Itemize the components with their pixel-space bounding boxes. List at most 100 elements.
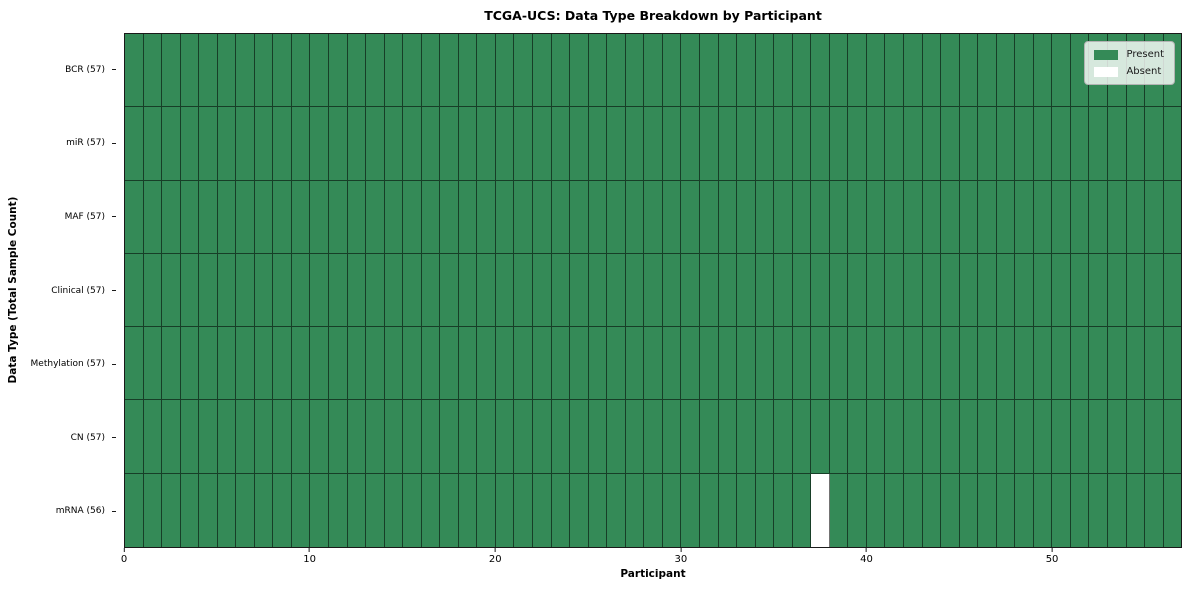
- heatmap-cell: [477, 180, 496, 254]
- heatmap-cell: [421, 107, 441, 181]
- heatmap-cell: [162, 327, 181, 401]
- heatmap-cell: [291, 400, 311, 474]
- heatmap-cell: [811, 34, 830, 108]
- heatmap-cell: [1089, 107, 1108, 181]
- heatmap-cell: [236, 400, 255, 474]
- heatmap-cell: [273, 34, 292, 108]
- heatmap-cell: [366, 107, 385, 181]
- heatmap-cell: [366, 180, 385, 254]
- heatmap-cell: [440, 34, 459, 108]
- heatmap-cell: [458, 180, 478, 254]
- heatmap-cell: [180, 327, 200, 401]
- heatmap-cell: [533, 253, 552, 328]
- heatmap-cell: [1089, 253, 1108, 328]
- heatmap-cell: [236, 253, 255, 328]
- heatmap-cell: [1107, 327, 1127, 401]
- heatmap-cell: [125, 400, 144, 474]
- heatmap-cell: [533, 473, 552, 547]
- heatmap-cell: [681, 473, 700, 547]
- heatmap-cell: [403, 34, 422, 108]
- heatmap-cell: [996, 34, 1016, 108]
- heatmap-cell: [533, 34, 552, 108]
- heatmap-cell: [495, 473, 515, 547]
- heatmap-cell: [1070, 400, 1090, 474]
- heatmap-cell: [978, 34, 997, 108]
- heatmap-cell: [829, 34, 849, 108]
- heatmap-cell: [329, 107, 348, 181]
- heatmap-cell: [588, 180, 608, 254]
- heatmap-cell: [125, 180, 144, 254]
- heatmap-cell: [755, 327, 775, 401]
- heatmap-cell: [533, 400, 552, 474]
- heatmap-cell: [737, 180, 756, 254]
- x-tick: 40: [860, 548, 873, 565]
- heatmap-cell: [1126, 107, 1146, 181]
- heatmap-cell: [607, 107, 626, 181]
- heatmap-cell: [421, 473, 441, 547]
- heatmap-cell: [885, 180, 904, 254]
- heatmap-row: [125, 400, 1182, 474]
- heatmap-cell: [866, 107, 886, 181]
- heatmap-cell: [533, 107, 552, 181]
- heatmap-cell: [978, 473, 997, 547]
- heatmap-cell: [570, 34, 589, 108]
- heatmap-cell: [458, 400, 478, 474]
- heatmap-cell: [217, 107, 237, 181]
- heatmap-cell: [514, 473, 534, 547]
- heatmap-cell: [588, 327, 608, 401]
- heatmap-cell: [291, 253, 311, 328]
- heatmap-cell: [217, 473, 237, 547]
- x-tick-mark: [309, 548, 311, 552]
- heatmap-cell: [903, 400, 923, 474]
- heatmap-cell: [829, 473, 849, 547]
- heatmap-cell: [310, 473, 330, 547]
- y-tick-mark: [112, 510, 116, 512]
- x-tick-label: 20: [488, 554, 502, 565]
- heatmap-cell: [588, 34, 608, 108]
- heatmap-cell: [848, 34, 867, 108]
- x-tick-mark: [123, 548, 125, 552]
- heatmap-cell: [347, 327, 367, 401]
- heatmap-cell: [848, 253, 867, 328]
- heatmap-cell: [718, 400, 738, 474]
- heatmap-cell: [217, 400, 237, 474]
- heatmap-cell: [1052, 253, 1071, 328]
- heatmap-cell: [644, 34, 663, 108]
- heatmap-cell: [903, 107, 923, 181]
- heatmap-cell: [273, 327, 292, 401]
- heatmap-cell: [792, 180, 812, 254]
- heatmap-cell: [403, 473, 422, 547]
- heatmap-cell: [551, 400, 571, 474]
- heatmap-cell: [699, 107, 719, 181]
- heatmap-cell: [254, 327, 274, 401]
- heatmap-row: [125, 180, 1182, 254]
- heatmap-cell: [903, 34, 923, 108]
- heatmap-cell: [1015, 253, 1034, 328]
- heatmap-cell: [329, 34, 348, 108]
- heatmap-cell: [1033, 327, 1053, 401]
- heatmap-cell: [384, 34, 404, 108]
- heatmap-cell: [1145, 400, 1164, 474]
- heatmap-cell: [199, 473, 218, 547]
- heatmap-cell: [792, 34, 812, 108]
- y-axis: BCR (57) miR (57) MAF (57) Clinical (57) Met…: [0, 33, 116, 548]
- heatmap-cell: [1015, 107, 1034, 181]
- heatmap-cell: [941, 180, 960, 254]
- heatmap-cell: [310, 400, 330, 474]
- heatmap-cell: [384, 327, 404, 401]
- heatmap-cell: [699, 180, 719, 254]
- y-tick-mark: [112, 142, 116, 144]
- heatmap-row: [125, 253, 1182, 328]
- heatmap-cell: [662, 107, 682, 181]
- heatmap-cell: [366, 34, 385, 108]
- heatmap-cell: [718, 327, 738, 401]
- heatmap-cell: [737, 253, 756, 328]
- plot-area: Present Absent: [124, 33, 1182, 548]
- heatmap-cell: [996, 180, 1016, 254]
- heatmap-cell: [718, 473, 738, 547]
- y-tick-mark: [112, 363, 116, 365]
- heatmap-cell: [1070, 107, 1090, 181]
- y-tick-row: BCR (57): [0, 33, 116, 107]
- heatmap-cell: [978, 107, 997, 181]
- heatmap-cell: [607, 34, 626, 108]
